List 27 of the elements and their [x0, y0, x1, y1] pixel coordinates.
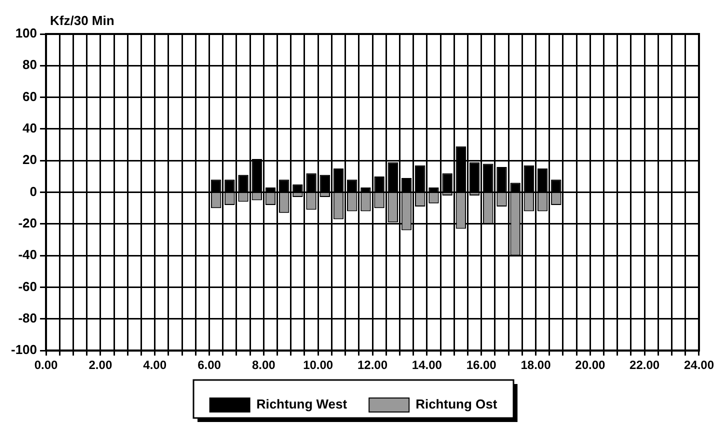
y-tick-label: -40 — [18, 247, 38, 262]
y-axis-title: Kfz/30 Min — [50, 13, 114, 28]
x-tick-label: 18.00 — [520, 358, 552, 372]
x-tick-label: 2.00 — [88, 358, 112, 372]
y-tick-label: -60 — [18, 278, 38, 294]
x-tick-label: 24.00 — [684, 358, 714, 372]
y-tick-label: -20 — [18, 216, 38, 231]
x-tick-label: 8.00 — [252, 358, 276, 372]
x-tick-label: 6.00 — [198, 358, 222, 372]
x-tick-label: 10.00 — [303, 358, 334, 372]
y-tick-label: -80 — [18, 310, 38, 326]
legend-label: Richtung Ost — [416, 396, 498, 412]
y-tick-label: 80 — [22, 57, 38, 72]
y-tick-label: -100 — [10, 342, 38, 358]
x-tick-label: 16.00 — [466, 358, 497, 372]
x-tick-label: 22.00 — [630, 358, 660, 372]
x-tick-label: 0.00 — [34, 358, 58, 372]
x-tick-label: 14.00 — [412, 358, 442, 372]
y-tick-label: 0 — [30, 184, 38, 199]
y-tick-label: 60 — [22, 88, 38, 104]
x-tick-label: 4.00 — [143, 358, 167, 372]
x-tick-label: 20.00 — [575, 358, 606, 372]
legend-label: Richtung West — [256, 396, 348, 412]
y-tick-label: 40 — [22, 120, 38, 136]
x-tick-label: 12.00 — [357, 358, 388, 372]
y-tick-label: 20 — [22, 152, 38, 168]
y-tick-label: 100 — [15, 26, 38, 41]
